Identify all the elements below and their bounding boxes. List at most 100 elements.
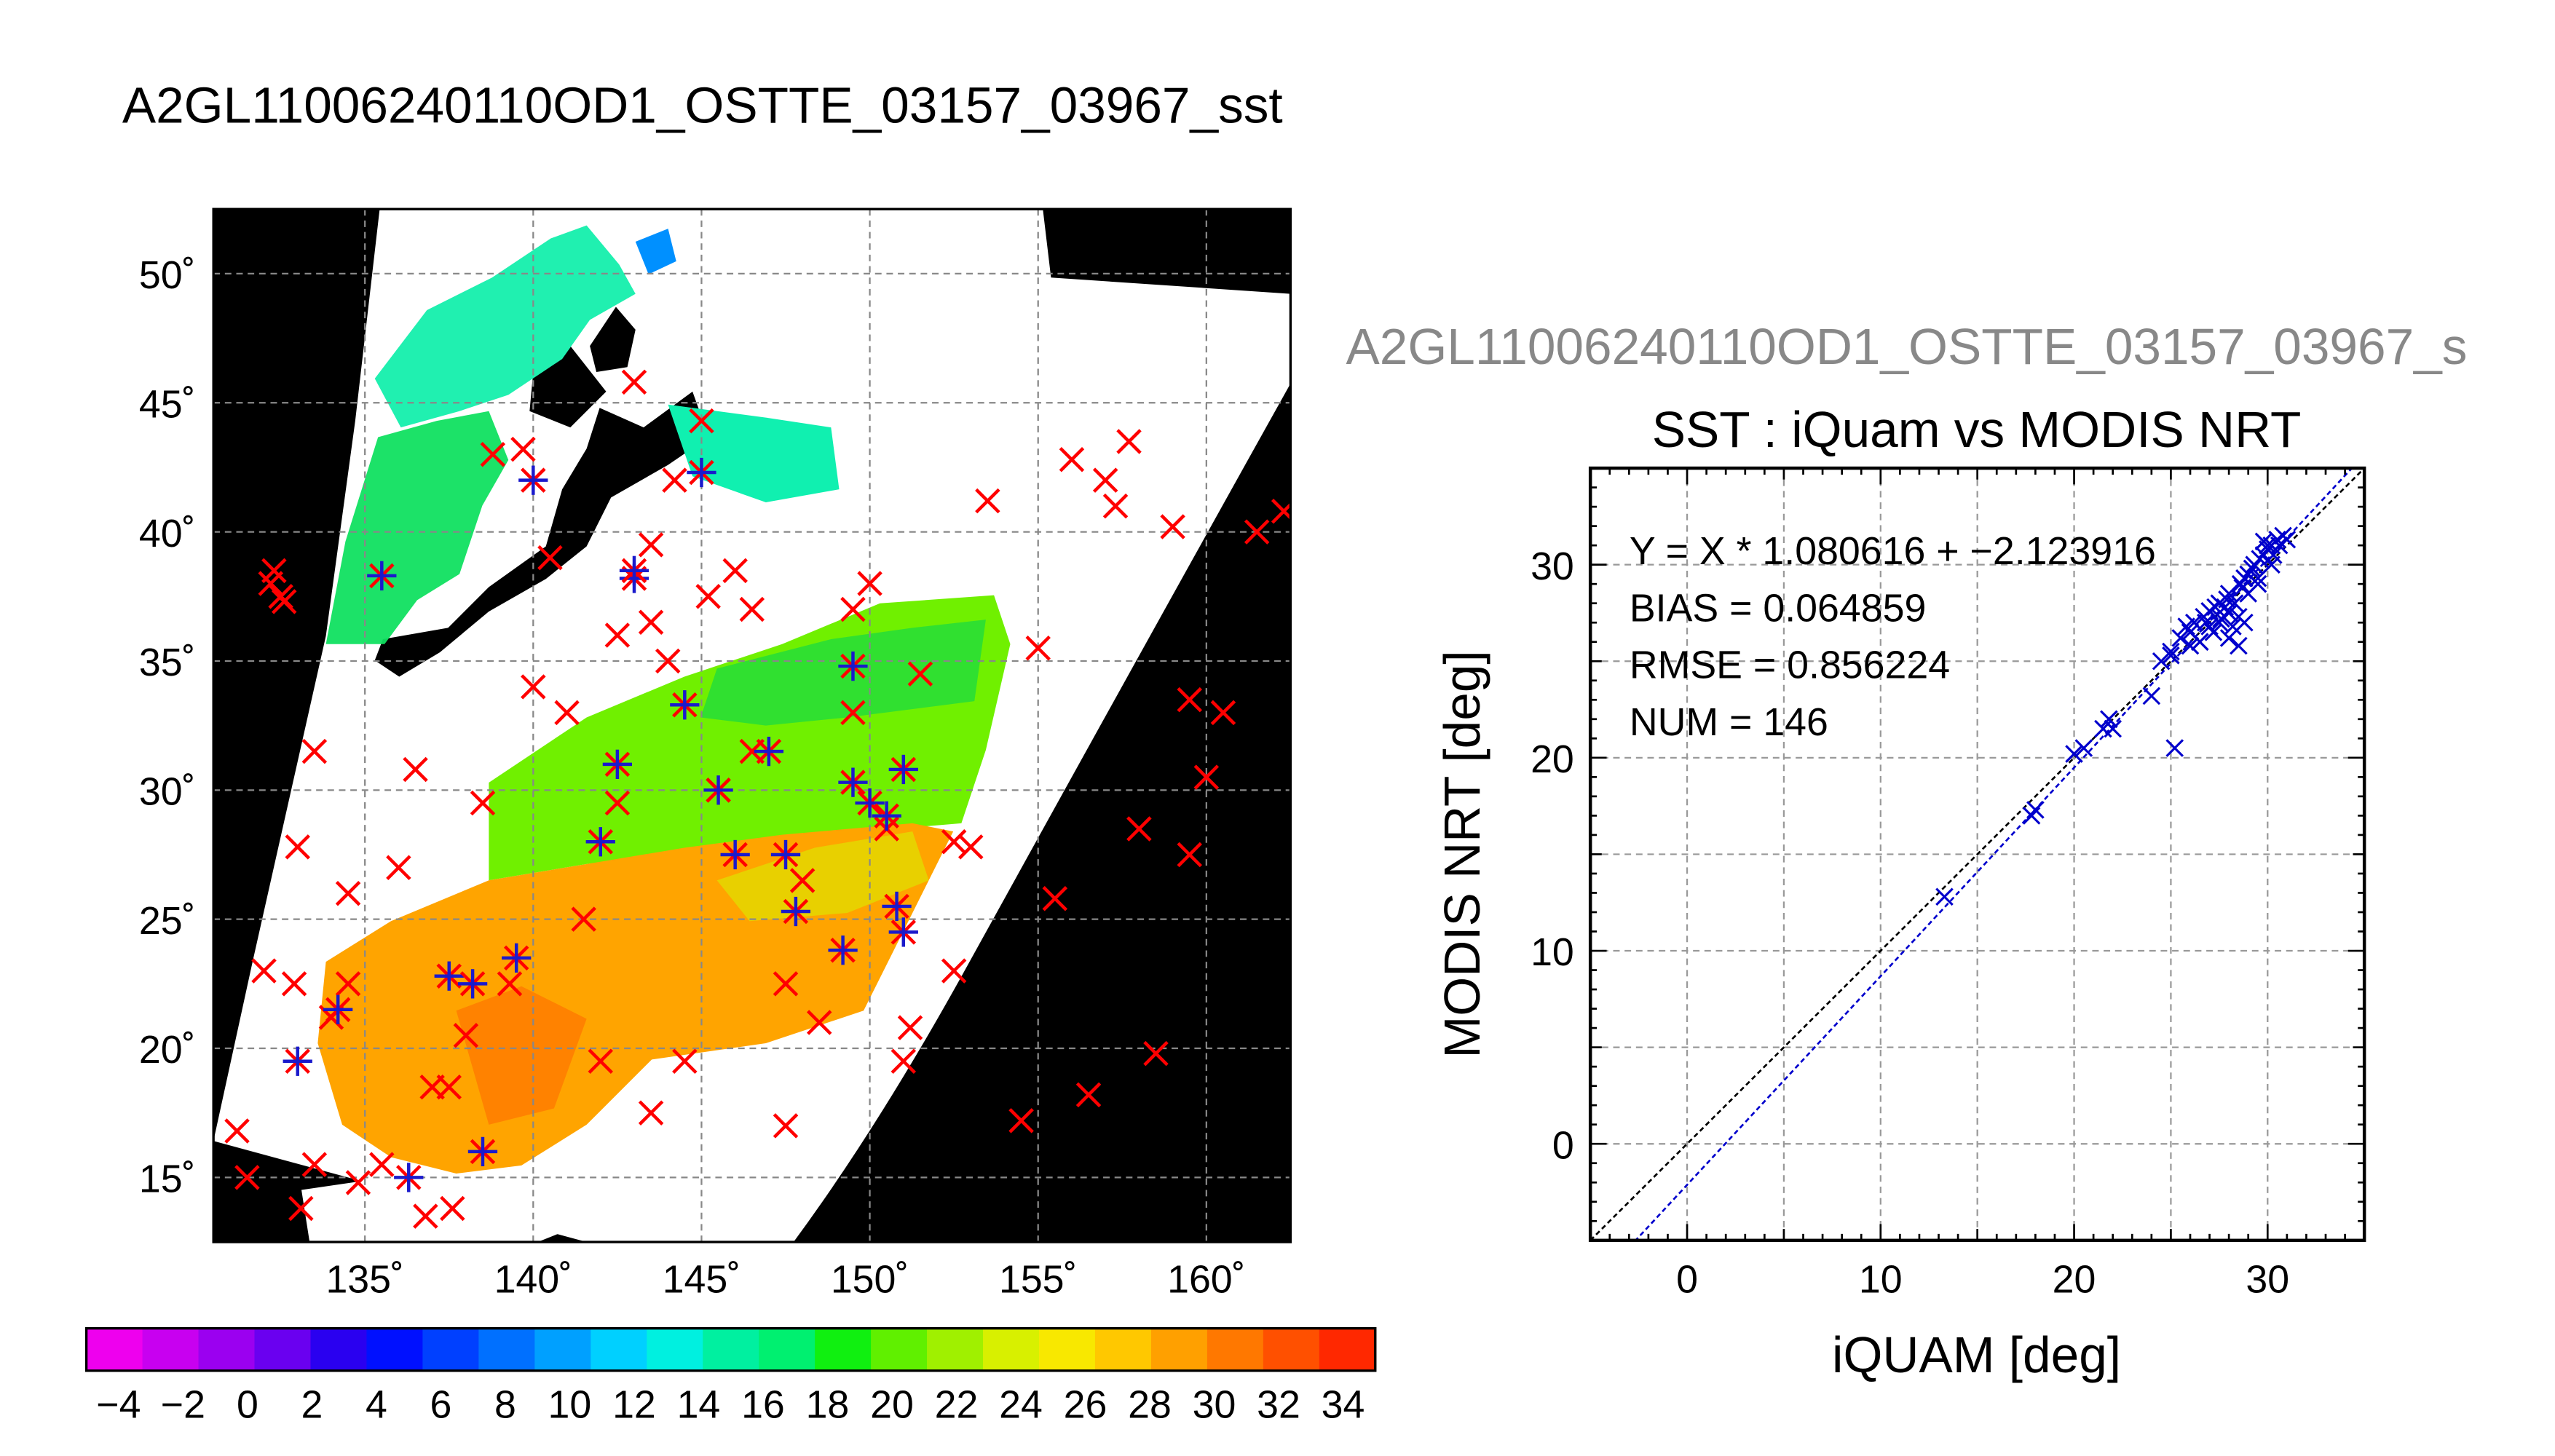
- scatter-point: [2278, 530, 2297, 549]
- map-point-x: [497, 971, 523, 997]
- scatter-point: [2104, 719, 2122, 738]
- map-point-x: [722, 558, 748, 584]
- scatter-point: [2219, 629, 2238, 647]
- map-lon-tick-label: 160˚: [1167, 1257, 1245, 1301]
- colorbar-tick-label: 10: [548, 1383, 592, 1427]
- map-point-asterisk: [838, 767, 868, 797]
- colorbar-tick-label: 18: [806, 1383, 850, 1427]
- scatter-point: [2219, 585, 2238, 603]
- map-point-asterisk: [838, 651, 868, 681]
- scatter-point: [2190, 633, 2209, 652]
- map-point-x: [453, 1023, 479, 1048]
- scatter-point: [2243, 559, 2262, 578]
- map-lat-tick-label: 30˚: [139, 769, 196, 813]
- map-point-asterisk: [323, 994, 353, 1024]
- scatter-point: [2225, 594, 2244, 612]
- colorbar-cell: [198, 1328, 256, 1371]
- map-point-x: [301, 738, 328, 764]
- map-point-x: [891, 1048, 917, 1075]
- map-point-asterisk: [888, 917, 918, 947]
- scatter-subtitle: A2GL11006240110OD1_OSTTE_03157_03967_s: [1346, 318, 2467, 375]
- colorbar-cell: [310, 1328, 368, 1371]
- map-point-x: [1143, 1040, 1169, 1067]
- colorbar-cell: [815, 1328, 872, 1371]
- map-point-x: [521, 674, 546, 700]
- scatter-ytick-label: 10: [1531, 930, 1574, 974]
- map-point-asterisk: [457, 969, 488, 999]
- scatter-xtick-label: 10: [1859, 1257, 1903, 1301]
- map-point-x: [480, 441, 506, 467]
- map-point-x: [268, 584, 293, 609]
- colorbar-cell: [759, 1328, 816, 1371]
- colorbar-cell: [254, 1328, 312, 1371]
- stat-bias: BIAS = 0.064859: [1630, 586, 1926, 630]
- map-point-x: [941, 829, 967, 855]
- land-japan: [374, 391, 709, 677]
- colorbar-cell: [478, 1328, 536, 1371]
- scatter-point: [2230, 636, 2248, 655]
- scatter-xtick-label: 20: [2053, 1257, 2096, 1301]
- map-point-x: [1126, 816, 1152, 842]
- map-point-x: [1042, 886, 1068, 911]
- map-point-asterisk: [687, 457, 716, 488]
- map-point-x: [436, 1074, 462, 1100]
- colorbar: −4 −2 0 2 4 6 8 10 12 14 16 18 20 22 24 26 28 30 32 34: [84, 1326, 1377, 1427]
- map-point-asterisk: [518, 465, 548, 495]
- map-point-x: [857, 571, 882, 596]
- colorbar-tick-label: 20: [870, 1383, 914, 1427]
- scatter-xtick-label: 30: [2246, 1257, 2289, 1301]
- scatter-point: [2262, 555, 2280, 574]
- map-point-x: [369, 1152, 395, 1177]
- map-point-x: [773, 1113, 799, 1139]
- scatter-ytick-label: 0: [1552, 1123, 1574, 1167]
- map-point-x: [440, 1195, 465, 1222]
- map-point-x: [1116, 429, 1142, 454]
- map-point-asterisk: [882, 891, 912, 922]
- map-point-x: [604, 622, 631, 648]
- map-point-x: [1102, 493, 1129, 519]
- map-point-x: [695, 584, 721, 609]
- scatter-ytick-label: 30: [1531, 545, 1574, 588]
- colorbar-tick-label: 2: [301, 1383, 323, 1427]
- scatter-panel: 0 10 20 30 0 10 20 30 Y = X * 1.080616 + −2.123…: [1434, 466, 2366, 1383]
- colorbar-tick-labels: −4 −2 0 2 4 6 8 10 12 14 16 18 20 22 24 26 28 30 32 34: [96, 1383, 1365, 1427]
- colorbar-cells: [86, 1328, 1377, 1371]
- map-point-x: [261, 558, 287, 584]
- map-point-x: [224, 1118, 250, 1144]
- map-point-x: [251, 958, 277, 984]
- sst-okhotsk-cold: [635, 229, 676, 274]
- map-point-x: [638, 609, 664, 636]
- colorbar-tick-label: 30: [1193, 1383, 1236, 1427]
- colorbar-tick-label: 34: [1322, 1383, 1365, 1427]
- scatter-xtick-label: 0: [1676, 1257, 1698, 1301]
- map-point-x: [897, 1015, 923, 1040]
- map-point-x: [638, 532, 664, 558]
- colorbar-tick-label: 24: [999, 1383, 1043, 1427]
- map-lon-tick-label: 150˚: [831, 1257, 909, 1301]
- map-point-x: [1025, 635, 1051, 661]
- colorbar-tick-label: 0: [237, 1383, 258, 1427]
- sst-tropical-warm: [456, 986, 587, 1125]
- map-point-x: [281, 971, 307, 997]
- map-point-x: [655, 648, 681, 674]
- map-point-x: [537, 545, 563, 571]
- map-lat-tick-label: 15˚: [139, 1158, 196, 1201]
- sst-subtropical: [716, 831, 929, 922]
- scatter-point: [2171, 629, 2190, 647]
- map-point-x: [1271, 498, 1291, 524]
- map-point-asterisk: [828, 935, 858, 965]
- map-panel: 135˚ 140˚ 145˚ 150˚ 155˚ 160˚ 15˚ 20˚ 25˚ 30˚ 35˚ 4…: [139, 207, 1292, 1301]
- colorbar-cell: [1207, 1328, 1265, 1371]
- map-point-x: [386, 855, 411, 880]
- stat-num: NUM = 146: [1630, 700, 1828, 744]
- map-point-x: [1008, 1108, 1034, 1133]
- scatter-point: [2254, 532, 2273, 551]
- colorbar-cell: [534, 1328, 592, 1371]
- map-point-asterisk: [720, 839, 750, 870]
- colorbar-cell: [871, 1328, 928, 1371]
- colorbar-tick-label: 6: [430, 1383, 451, 1427]
- map-point-asterisk: [502, 943, 532, 973]
- map-point-x: [739, 596, 765, 622]
- colorbar-cell: [1094, 1328, 1153, 1371]
- map-point-x: [234, 1165, 260, 1190]
